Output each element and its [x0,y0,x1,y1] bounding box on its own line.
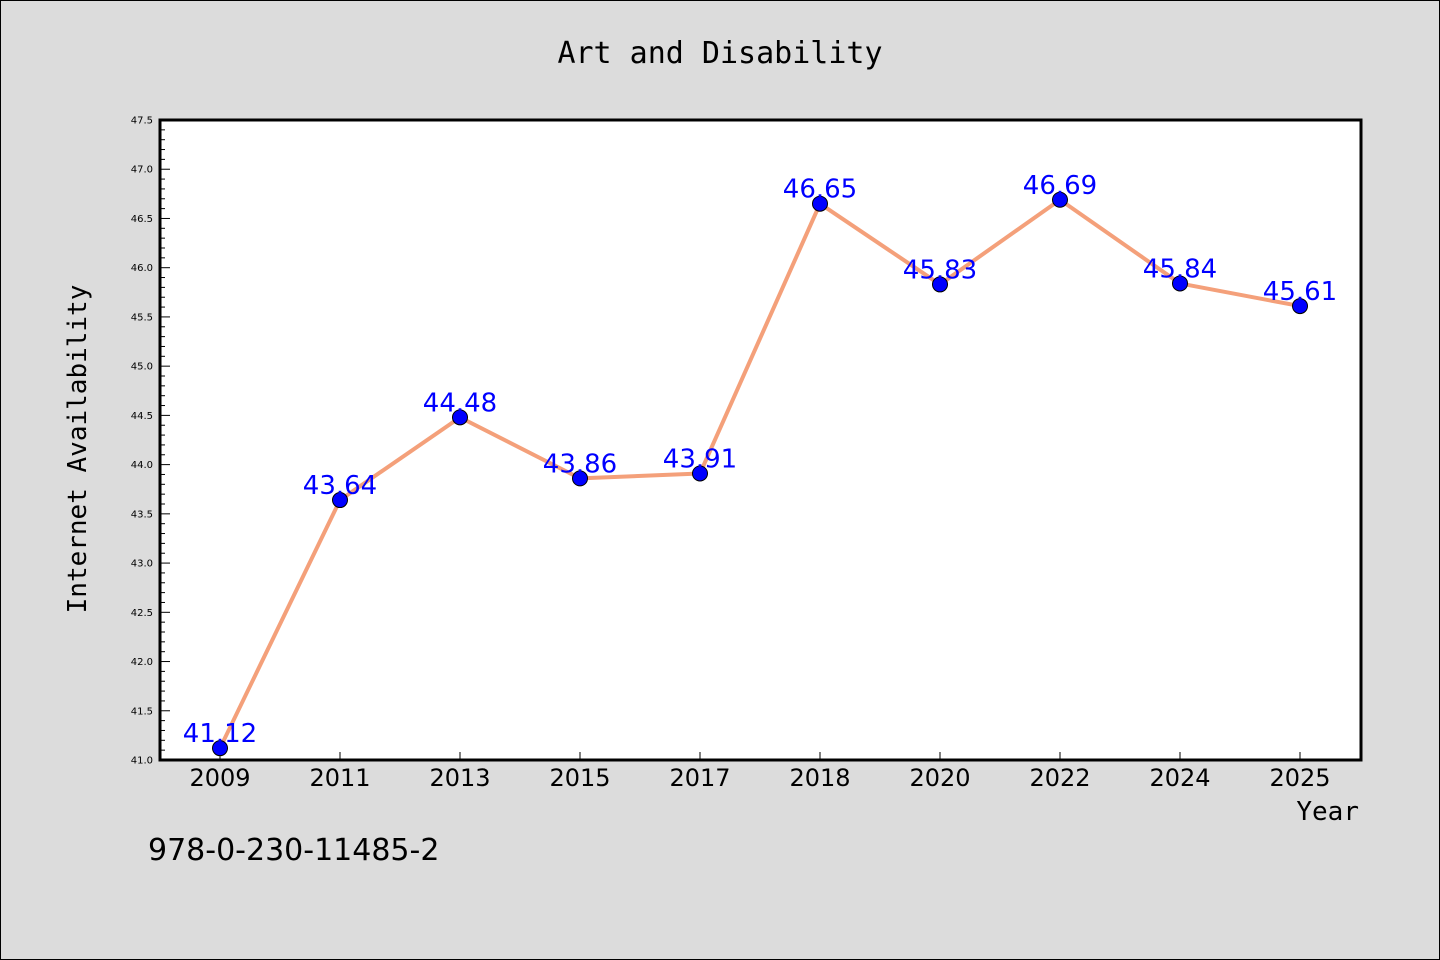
data-label: 44.48 [423,388,497,418]
data-label: 43.86 [543,449,617,479]
data-point [212,740,228,757]
data-label: 45.61 [1263,277,1337,307]
data-point [332,492,348,509]
x-tick-label: 2024 [1149,764,1210,792]
y-tick-label: 47.0 [131,165,153,176]
data-point [812,195,828,212]
y-tick-label: 45.5 [131,312,153,323]
x-axis-label: Year [1296,797,1359,827]
data-label: 46.65 [783,175,857,205]
y-tick-label: 46.0 [131,263,153,274]
data-point [1052,191,1068,208]
x-tick-label: 2015 [549,764,610,792]
x-tick-label: 2020 [909,764,970,792]
x-tick-label: 2018 [789,764,850,792]
plot-area [158,118,1363,762]
y-tick-label: 41.5 [131,706,153,717]
y-tick-label: 47.5 [131,116,153,127]
y-tick-label: 43.5 [131,509,153,520]
y-tick-label: 44.5 [131,411,153,422]
x-tick-label: 2022 [1029,764,1090,792]
data-point [572,470,588,487]
data-point [1172,275,1188,292]
y-tick-label: 46.5 [131,214,153,225]
data-label: 43.91 [663,444,737,474]
y-tick-label: 41.0 [131,756,153,767]
x-tick-label: 2011 [309,764,370,792]
y-tick-label: 45.0 [131,362,153,373]
data-label: 45.84 [1143,254,1217,284]
data-point [1292,298,1308,315]
data-label: 41.12 [183,719,257,749]
data-point [692,465,708,482]
data-point [932,276,948,293]
y-tick-label: 44.0 [131,460,153,471]
data-point [452,409,468,426]
series-line [218,197,1301,750]
x-tick-label: 2009 [189,764,250,792]
y-tick-label: 42.5 [131,608,153,619]
data-label: 46.69 [1023,171,1097,201]
y-tick-label: 43.0 [131,559,153,570]
chart-title: Art and Disability [557,36,882,71]
y-tick-label: 42.0 [131,657,153,668]
series-line-group: 41.12 43.64 44.48 43.86 43.91 46.65 45.83 46.69… [183,171,1337,757]
x-axis: 2009 2011 2013 2015 2017 2018 2020 2022 2024 2025 [189,752,1331,792]
x-tick-label: 2025 [1269,764,1330,792]
isbn-text: 978-0-230-11485-2 [148,833,440,868]
y-axis-label: Internet Availability [63,285,93,614]
data-label: 43.64 [303,471,377,501]
y-axis: 41.0 41.5 42.0 42.5 43.0 43.5 44.0 44.5 45.0 45.5… [131,116,170,767]
x-tick-label: 2013 [429,764,490,792]
data-label: 45.83 [903,255,977,285]
x-tick-label: 2017 [669,764,730,792]
